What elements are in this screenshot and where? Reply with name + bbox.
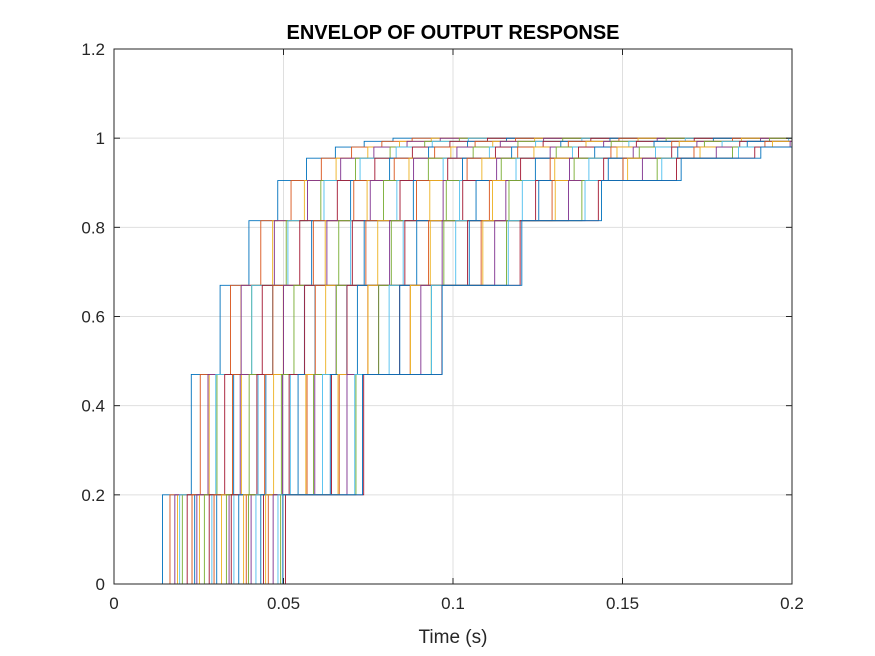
series-line-12 bbox=[114, 137, 792, 585]
series-line-17 bbox=[114, 137, 792, 585]
series-line-27 bbox=[114, 137, 792, 585]
y-tick-label: 0.2 bbox=[81, 486, 105, 505]
series-line-10 bbox=[114, 137, 792, 585]
y-tick-label: 0.6 bbox=[81, 308, 105, 327]
series-line-7 bbox=[114, 137, 792, 585]
x-tick-label: 0.15 bbox=[606, 594, 639, 613]
series-line-36 bbox=[114, 146, 792, 585]
x-tick-label: 0 bbox=[109, 594, 118, 613]
series-line-20 bbox=[114, 137, 792, 585]
series-line-23 bbox=[114, 137, 792, 585]
series-line-13 bbox=[114, 137, 792, 585]
series-line-26 bbox=[114, 137, 792, 585]
series-line-8 bbox=[114, 137, 792, 585]
series-line-11 bbox=[114, 137, 792, 585]
chart-title: ENVELOP OF OUTPUT RESPONSE bbox=[286, 22, 619, 44]
x-tick-label: 0.2 bbox=[780, 594, 804, 613]
series-line-19 bbox=[114, 137, 792, 585]
series-line-22 bbox=[114, 137, 792, 585]
series-line-3 bbox=[114, 137, 792, 585]
series-line-1 bbox=[114, 137, 792, 585]
series-line-9 bbox=[114, 137, 792, 585]
series-line-18 bbox=[114, 137, 792, 585]
y-tick-label: 0.8 bbox=[81, 218, 105, 237]
series-line-4 bbox=[114, 137, 792, 585]
x-tick-label: 0.1 bbox=[441, 594, 465, 613]
series-line-16 bbox=[114, 137, 792, 585]
series-line-21 bbox=[114, 137, 792, 585]
y-tick-label: 0 bbox=[96, 575, 105, 594]
series-line-2 bbox=[114, 137, 792, 585]
x-axis-label: Time (s) bbox=[419, 627, 488, 648]
y-tick-label: 0.4 bbox=[81, 397, 105, 416]
y-tick-label: 1 bbox=[96, 129, 105, 148]
series-line-14 bbox=[114, 137, 792, 585]
series-group bbox=[114, 137, 792, 585]
y-tick-label: 1.2 bbox=[81, 40, 105, 59]
ticks: 0 0.05 0.1 0.15 0.2 0 0.2 0.4 0.6 0.8 1 1.2 bbox=[81, 40, 803, 613]
series-line-6 bbox=[114, 137, 792, 585]
series-line-25 bbox=[114, 137, 792, 585]
series-line-15 bbox=[114, 137, 792, 585]
x-tick-label: 0.05 bbox=[267, 594, 300, 613]
series-line-5 bbox=[114, 137, 792, 585]
series-line-24 bbox=[114, 137, 792, 585]
